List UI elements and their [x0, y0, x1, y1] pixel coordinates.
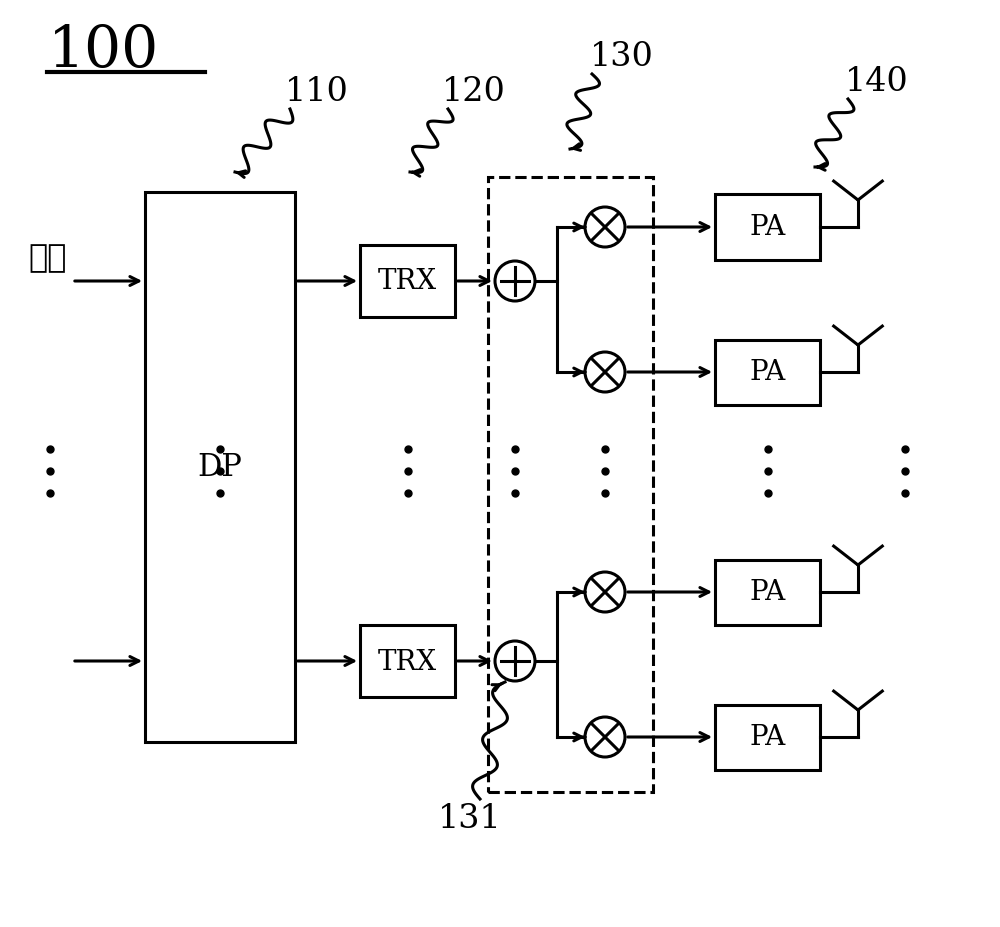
- Text: TRX: TRX: [378, 268, 437, 295]
- Bar: [145, 193, 295, 743]
- Text: DP: DP: [198, 452, 242, 483]
- Bar: [715, 196, 820, 260]
- Text: 100: 100: [48, 23, 159, 79]
- Text: 数据: 数据: [28, 243, 66, 273]
- Circle shape: [585, 352, 625, 392]
- Text: 120: 120: [442, 76, 506, 108]
- Bar: [715, 340, 820, 405]
- Circle shape: [585, 717, 625, 757]
- Text: PA: PA: [749, 578, 786, 606]
- Circle shape: [585, 208, 625, 248]
- Bar: [360, 626, 455, 697]
- Text: 130: 130: [590, 41, 654, 73]
- Text: TRX: TRX: [378, 648, 437, 675]
- Bar: [715, 705, 820, 769]
- Bar: [715, 560, 820, 625]
- Text: 110: 110: [285, 76, 349, 108]
- Text: 140: 140: [845, 66, 909, 98]
- Text: PA: PA: [749, 214, 786, 241]
- Bar: [360, 246, 455, 318]
- Text: PA: PA: [749, 359, 786, 386]
- Circle shape: [495, 261, 535, 301]
- Bar: [488, 178, 653, 793]
- Text: 131: 131: [438, 802, 502, 834]
- Circle shape: [585, 572, 625, 613]
- Circle shape: [495, 641, 535, 681]
- Text: PA: PA: [749, 724, 786, 751]
